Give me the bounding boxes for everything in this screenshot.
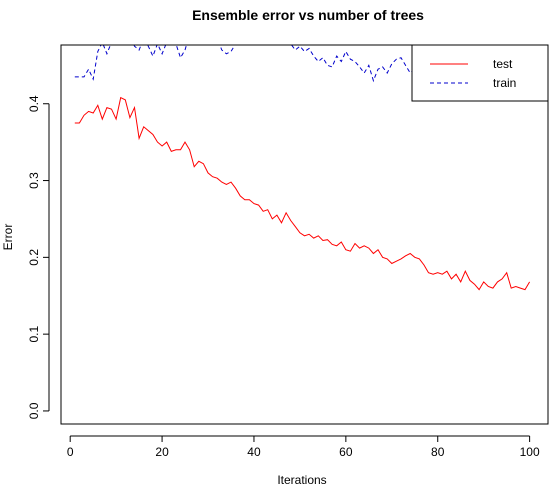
x-tick-label: 60 <box>339 445 353 459</box>
y-tick-label: 0.0 <box>27 402 41 419</box>
y-axis-label: Error <box>1 224 15 251</box>
y-tick-label: 0.4 <box>27 95 41 112</box>
x-tick-label: 20 <box>155 445 169 459</box>
legend-label-test: test <box>493 57 513 71</box>
plot-frame <box>60 44 549 425</box>
x-tick-label: 80 <box>431 445 445 459</box>
chart-title: Ensemble error vs number of trees <box>192 7 424 23</box>
legend: test train <box>411 44 549 102</box>
x-axis: 0 20 40 60 80 100 <box>67 435 540 459</box>
x-tick-label: 100 <box>520 445 540 459</box>
series-line-test <box>74 96 531 291</box>
x-axis-label: Iterations <box>277 473 326 486</box>
x-tick-label: 0 <box>67 445 74 459</box>
legend-label-train: train <box>493 76 516 90</box>
y-tick-label: 0.3 <box>27 172 41 189</box>
legend-box <box>411 44 549 102</box>
series-line-train <box>74 45 439 83</box>
y-axis: 0.0 0.1 0.2 0.3 0.4 <box>27 95 50 419</box>
y-tick-label: 0.1 <box>27 325 41 342</box>
plot-lines <box>74 45 531 291</box>
x-tick-label: 40 <box>247 445 261 459</box>
y-tick-label: 0.2 <box>27 249 41 266</box>
